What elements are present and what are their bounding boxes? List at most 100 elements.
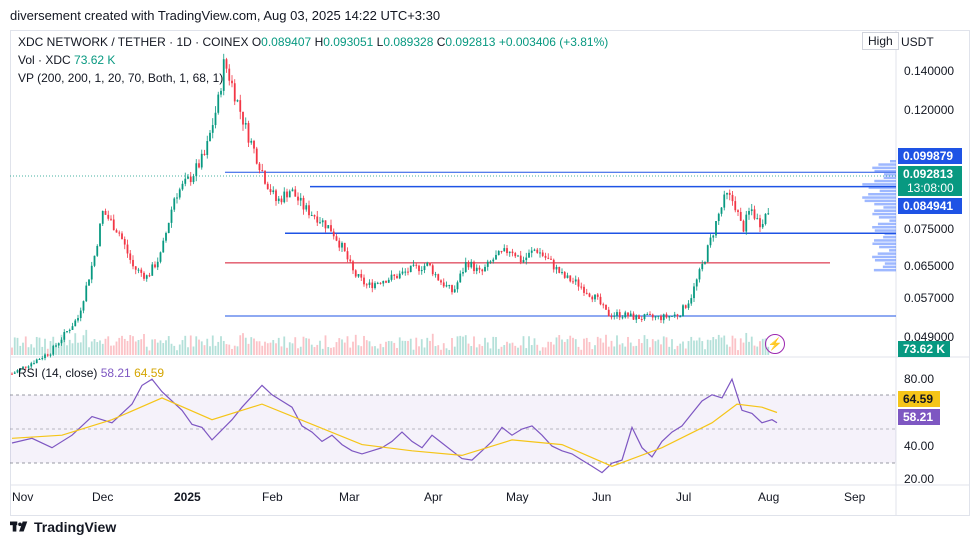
currency-label[interactable]: USDT: [901, 35, 934, 49]
candle-body: [19, 368, 22, 371]
volume-bar: [426, 337, 429, 355]
ohlc-legend: XDC NETWORK / TETHER · 1D · COINEX O0.08…: [18, 35, 608, 49]
volume-bar: [517, 347, 519, 355]
volume-bar: [222, 340, 225, 355]
volume-bar: [49, 341, 52, 355]
candle-body: [99, 223, 101, 246]
volume-bar: [184, 335, 187, 355]
candle-body: [643, 314, 646, 320]
volume-bar: [572, 337, 574, 355]
y-tick-label: 0.140000: [904, 64, 954, 78]
candle-body: [759, 218, 761, 228]
candle-body: [49, 354, 52, 356]
vp-legend[interactable]: VP (200, 200, 1, 20, 70, Both, 1, 68, 1): [18, 71, 223, 85]
candle-body: [415, 264, 418, 266]
volume-profile-row: [868, 186, 896, 189]
low-label: L: [376, 35, 384, 49]
candle-body: [508, 251, 511, 254]
candle-body: [264, 170, 266, 184]
symbol-label: XDC NETWORK / TETHER · 1D · COINEX: [18, 35, 249, 49]
candle-body: [96, 245, 99, 256]
volume-bar: [341, 339, 343, 355]
candle-body: [640, 318, 643, 320]
candle-body: [602, 304, 605, 306]
candle-body: [316, 216, 319, 223]
chart-canvas[interactable]: 0.140000 0.120000 0.075000 0.065000 0.05…: [10, 30, 970, 516]
candle-body: [132, 259, 134, 267]
volume-bar: [401, 340, 404, 355]
volume-bar: [437, 345, 440, 355]
volume-bar: [596, 336, 599, 355]
volume-bar: [643, 335, 646, 355]
volume-bar: [497, 348, 500, 355]
candle-body: [170, 209, 173, 223]
candle-body: [720, 207, 723, 214]
volume-bar: [467, 343, 470, 355]
volume-bar: [753, 345, 756, 355]
volume-bar: [167, 336, 170, 355]
candle-body: [396, 275, 398, 279]
candle-body: [242, 111, 244, 125]
volume-bar: [618, 344, 621, 355]
volume-bar: [539, 350, 541, 355]
volume-bar: [412, 349, 415, 355]
volume-profile-row: [874, 202, 896, 206]
candle-body: [176, 197, 178, 199]
volume-bar: [143, 333, 145, 355]
candle-body: [217, 94, 220, 113]
volume-bar: [734, 338, 737, 355]
y-tick-label: 0.057000: [904, 291, 954, 305]
candle-body: [536, 249, 539, 253]
candle-body: [288, 191, 291, 198]
volume-profile-row: [877, 252, 896, 255]
candle-body: [484, 266, 486, 272]
volume-bar: [132, 336, 134, 355]
rsi-lines: [11, 377, 778, 474]
candle-body: [679, 316, 682, 318]
volume-bar: [217, 341, 220, 355]
candle-body: [544, 255, 547, 258]
volume-bar: [662, 336, 665, 355]
candle-body: [38, 358, 41, 360]
candle-body: [145, 275, 148, 279]
volume-bar: [459, 335, 462, 355]
volume-bar: [46, 348, 49, 355]
candle-body: [211, 125, 214, 133]
volume-bar: [173, 345, 176, 355]
volume-profile-row: [872, 255, 896, 259]
candle-body: [596, 294, 599, 297]
rsi-legend[interactable]: RSI (14, close) 58.21 64.59: [18, 366, 164, 380]
candle-body: [539, 252, 541, 254]
volume-bar: [533, 338, 536, 355]
volume-bar: [88, 347, 90, 355]
volume-bar: [321, 348, 324, 355]
candle-body: [517, 255, 519, 257]
lightning-icon[interactable]: ⚡: [765, 334, 785, 354]
volume-bar: [266, 343, 269, 355]
volume-bar: [632, 346, 635, 355]
candle-body: [110, 218, 112, 220]
close-value: 0.092813: [445, 35, 496, 49]
volume-bar: [200, 341, 203, 355]
volume-bar: [148, 350, 151, 355]
volume-bar: [288, 342, 291, 355]
volume-bar: [126, 340, 129, 355]
candle-body: [357, 274, 360, 277]
volume-bar: [236, 346, 239, 355]
candle-body: [610, 316, 613, 318]
candle-body: [673, 314, 676, 316]
candle-body: [181, 183, 184, 190]
candle-body: [503, 248, 506, 252]
candle-body: [434, 274, 437, 276]
candle-body: [599, 296, 602, 305]
high-toggle[interactable]: High: [862, 32, 899, 50]
volume-bar: [701, 341, 704, 355]
candle-body: [220, 90, 222, 95]
volume-bar: [492, 336, 495, 355]
volume-bar: [63, 336, 66, 355]
volume-bar: [211, 335, 214, 355]
volume-bar: [519, 345, 522, 355]
candle-body: [143, 272, 145, 279]
volume-legend[interactable]: Vol · XDC 73.62 K: [18, 53, 115, 67]
candle-body: [418, 265, 420, 272]
